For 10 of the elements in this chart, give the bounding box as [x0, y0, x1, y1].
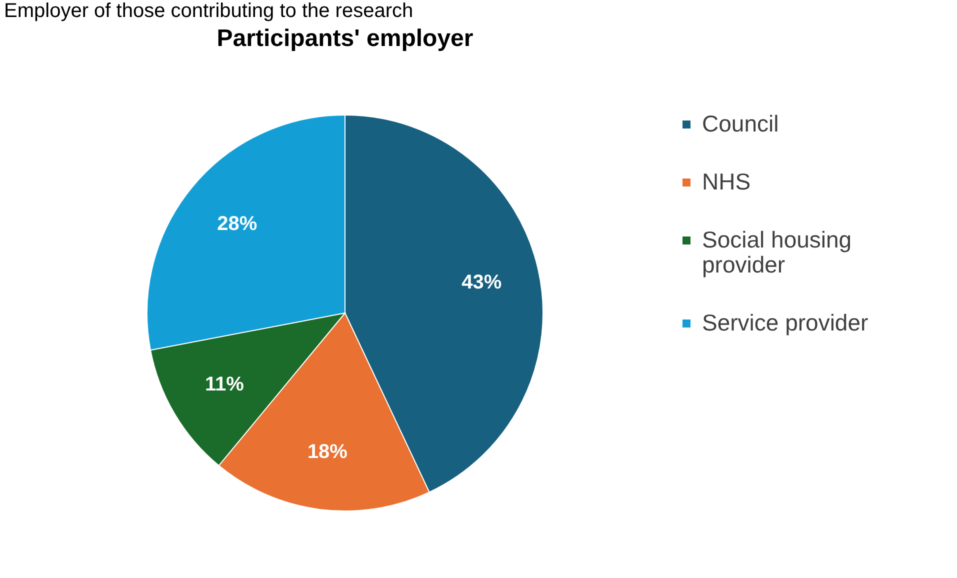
legend-label: Social housing provider: [702, 226, 852, 278]
data-label: 18%: [307, 440, 348, 463]
data-label: 43%: [462, 271, 502, 294]
chart-title: Participants' employer: [216, 25, 474, 52]
legend-label: Council: [702, 110, 779, 136]
legend-label: NHS: [702, 168, 751, 194]
data-label: 11%: [205, 373, 244, 396]
legend-label: Service provider: [702, 310, 869, 336]
text: Employer of those contributing to the research: [3, 0, 414, 22]
data-label: 28%: [217, 212, 258, 235]
